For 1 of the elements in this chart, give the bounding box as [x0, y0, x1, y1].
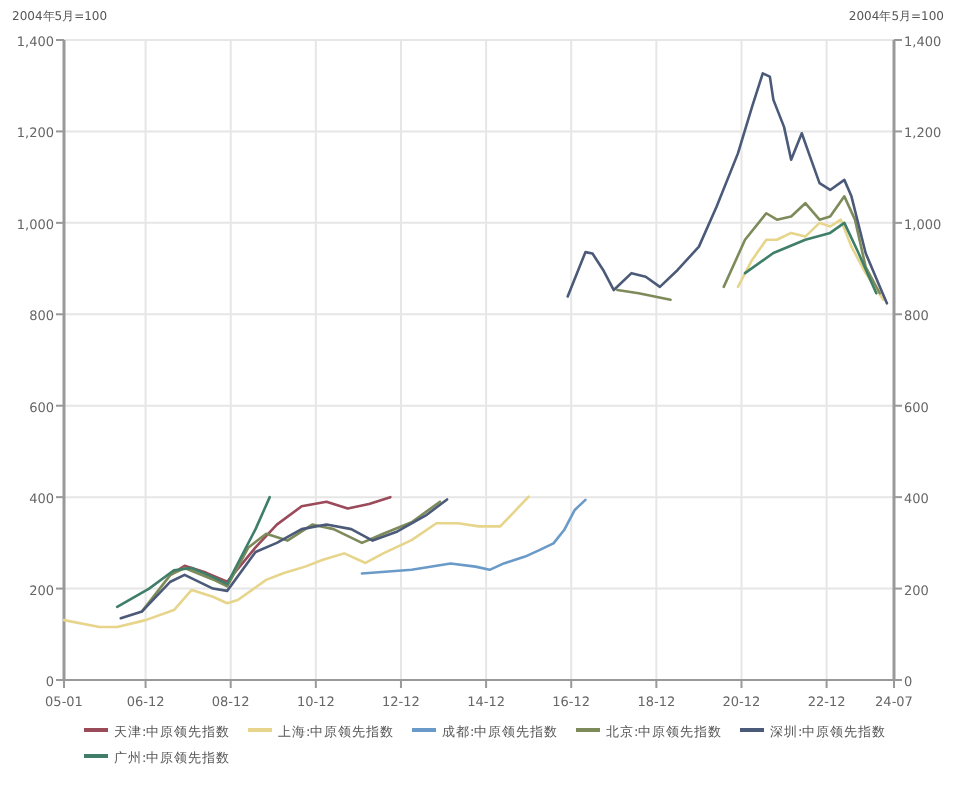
line-series: [360, 498, 587, 575]
